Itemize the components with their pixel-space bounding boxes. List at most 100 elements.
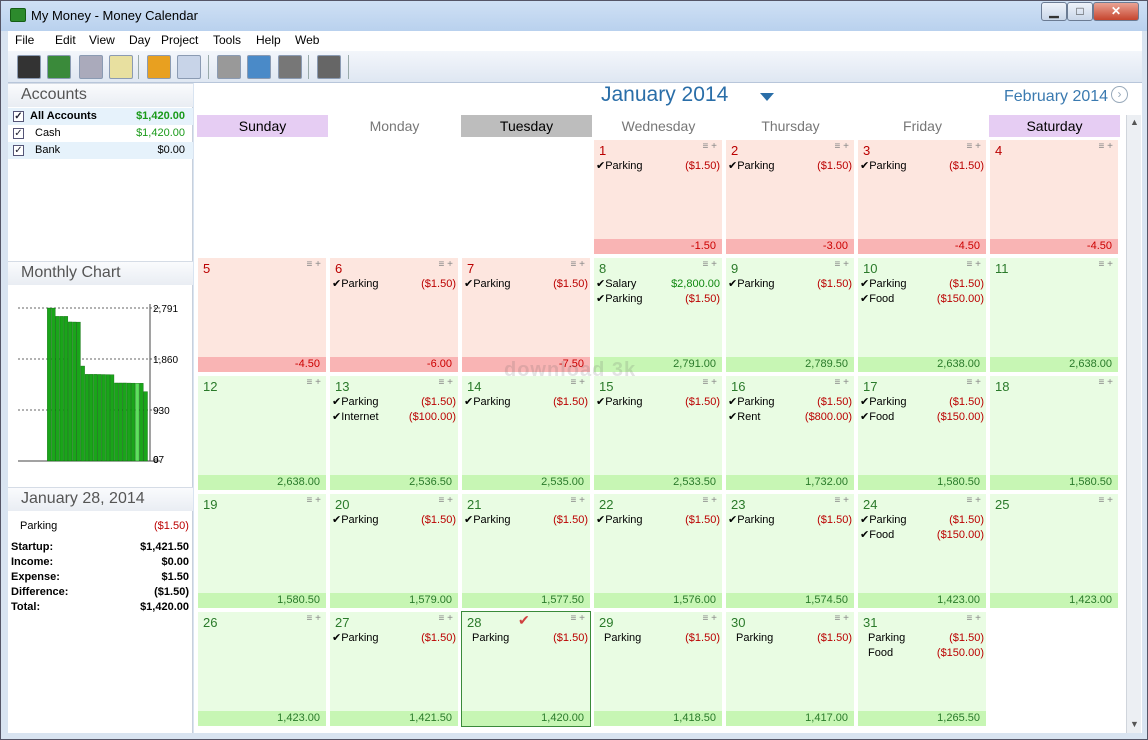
day-cell[interactable]: 27 ≡ + ✔Parking ($1.50) 1,421.50 [329, 611, 459, 727]
entry-row[interactable]: ✔Salary $2,800.00 [596, 277, 722, 292]
entry-row[interactable]: Parking ($1.50) [464, 631, 590, 646]
account-checkbox[interactable]: ✓ [13, 145, 24, 156]
day-cell[interactable]: 1 ≡ + ✔Parking ($1.50) -1.50 [593, 139, 723, 255]
entry-row[interactable]: ✔Parking ($1.50) [596, 395, 722, 410]
day-cell[interactable]: 2 ≡ + ✔Parking ($1.50) -3.00 [725, 139, 855, 255]
account-row[interactable]: ✓ Cash $1,420.00 [8, 125, 193, 142]
day-cell[interactable]: 20 ≡ + ✔Parking ($1.50) 1,579.00 [329, 493, 459, 609]
save-icon[interactable] [17, 55, 41, 79]
entry-row[interactable]: ✔Parking ($1.50) [596, 292, 722, 307]
cell-menu-icon[interactable]: ≡ + [702, 259, 717, 270]
next-month-icon[interactable]: › [1111, 86, 1128, 103]
calculator-icon[interactable] [278, 55, 302, 79]
cell-menu-icon[interactable]: ≡ + [966, 377, 981, 388]
cell-menu-icon[interactable]: ≡ + [966, 613, 981, 624]
cell-menu-icon[interactable]: ≡ + [570, 613, 585, 624]
entry-row[interactable]: Parking ($1.50) [728, 631, 854, 646]
menu-file[interactable]: File [15, 33, 35, 47]
cell-menu-icon[interactable]: ≡ + [834, 495, 849, 506]
entry-row[interactable]: Parking ($1.50) [860, 631, 986, 646]
cell-menu-icon[interactable]: ≡ + [570, 259, 585, 270]
day-cell[interactable]: 11 ≡ + 2,638.00 [989, 257, 1119, 373]
cell-menu-icon[interactable]: ≡ + [1098, 141, 1113, 152]
card-icon[interactable] [177, 55, 201, 79]
entry-row[interactable]: ✔Food ($150.00) [860, 292, 986, 307]
menu-web[interactable]: Web [295, 33, 320, 47]
new-entry-icon[interactable] [47, 55, 71, 79]
day-cell[interactable]: 6 ≡ + ✔Parking ($1.50) -6.00 [329, 257, 459, 373]
cell-menu-icon[interactable]: ≡ + [306, 377, 321, 388]
day-cell[interactable]: 15 ≡ + ✔Parking ($1.50) 2,533.50 [593, 375, 723, 491]
pie-chart-icon[interactable] [147, 55, 171, 79]
preview-icon[interactable] [79, 55, 103, 79]
cell-menu-icon[interactable]: ≡ + [1098, 377, 1113, 388]
entry-row[interactable]: ✔Food ($150.00) [860, 410, 986, 425]
entry-row[interactable]: ✔Parking ($1.50) [464, 395, 590, 410]
scroll-down-icon[interactable]: ▼ [1130, 719, 1139, 729]
cell-menu-icon[interactable]: ≡ + [834, 613, 849, 624]
day-cell[interactable]: 26 ≡ + 1,423.00 [197, 611, 327, 727]
cell-menu-icon[interactable]: ≡ + [702, 495, 717, 506]
cell-menu-icon[interactable]: ≡ + [438, 495, 453, 506]
scroll-up-icon[interactable]: ▲ [1130, 117, 1139, 127]
day-cell[interactable]: 12 ≡ + 2,638.00 [197, 375, 327, 491]
day-cell[interactable]: 31 ≡ + Parking ($1.50) Food ($150.00) 1,265.50 [857, 611, 987, 727]
cell-menu-icon[interactable]: ≡ + [834, 141, 849, 152]
cell-menu-icon[interactable]: ≡ + [438, 377, 453, 388]
entry-row[interactable]: ✔Parking ($1.50) [596, 513, 722, 528]
vertical-scrollbar[interactable]: ▲ ▼ [1126, 115, 1141, 733]
day-cell[interactable]: 24 ≡ + ✔Parking ($1.50) ✔Food ($150.00) 1,423.… [857, 493, 987, 609]
entry-row[interactable]: ✔Rent ($800.00) [728, 410, 854, 425]
day-cell[interactable]: 30 ≡ + Parking ($1.50) 1,417.00 [725, 611, 855, 727]
entry-row[interactable]: ✔Parking ($1.50) [860, 159, 986, 174]
menu-day[interactable]: Day [129, 33, 151, 47]
menu-project[interactable]: Project [161, 33, 199, 47]
cell-menu-icon[interactable]: ≡ + [966, 259, 981, 270]
cell-menu-icon[interactable]: ≡ + [306, 495, 321, 506]
entry-row[interactable]: ✔Parking ($1.50) [332, 631, 458, 646]
entry-row[interactable]: ✔Parking ($1.50) [464, 277, 590, 292]
account-row[interactable]: ✓ All Accounts $1,420.00 [8, 108, 193, 125]
cell-menu-icon[interactable]: ≡ + [702, 613, 717, 624]
cell-menu-icon[interactable]: ≡ + [966, 141, 981, 152]
account-row[interactable]: ✓ Bank $0.00 [8, 142, 193, 159]
day-cell[interactable]: 4 ≡ + -4.50 [989, 139, 1119, 255]
menu-help[interactable]: Help [256, 33, 281, 47]
checklist-icon[interactable] [247, 55, 271, 79]
cell-menu-icon[interactable]: ≡ + [438, 259, 453, 270]
day-cell[interactable]: 28 ≡ + ✔ Parking ($1.50) 1,420.00 [461, 611, 591, 727]
cell-menu-icon[interactable]: ≡ + [1098, 495, 1113, 506]
entry-row[interactable]: ✔Parking ($1.50) [596, 159, 722, 174]
cell-menu-icon[interactable]: ≡ + [1098, 259, 1113, 270]
entry-row[interactable]: ✔Parking ($1.50) [464, 513, 590, 528]
cell-menu-icon[interactable]: ≡ + [702, 141, 717, 152]
day-cell[interactable]: 7 ≡ + ✔Parking ($1.50) -7.50 [461, 257, 591, 373]
menu-tools[interactable]: Tools [213, 33, 242, 47]
cell-menu-icon[interactable]: ≡ + [834, 259, 849, 270]
entry-row[interactable]: ✔Internet ($100.00) [332, 410, 458, 425]
entry-row[interactable]: ✔Parking ($1.50) [332, 395, 458, 410]
search-icon[interactable] [217, 55, 241, 79]
cell-menu-icon[interactable]: ≡ + [438, 613, 453, 624]
day-cell[interactable]: 13 ≡ + ✔Parking ($1.50) ✔Internet ($100.00) 2,… [329, 375, 459, 491]
print-icon[interactable] [317, 55, 341, 79]
cell-menu-icon[interactable]: ≡ + [966, 495, 981, 506]
entry-row[interactable]: ✔Parking ($1.50) [728, 395, 854, 410]
day-cell[interactable]: 25 ≡ + 1,423.00 [989, 493, 1119, 609]
day-cell[interactable]: 22 ≡ + ✔Parking ($1.50) 1,576.00 [593, 493, 723, 609]
entry-row[interactable]: ✔Parking ($1.50) [728, 513, 854, 528]
entry-row[interactable]: ✔Parking ($1.50) [860, 395, 986, 410]
entry-row[interactable]: Food ($150.00) [860, 646, 986, 661]
entry-row[interactable]: ✔Parking ($1.50) [860, 277, 986, 292]
cell-menu-icon[interactable]: ≡ + [570, 495, 585, 506]
day-cell[interactable]: 10 ≡ + ✔Parking ($1.50) ✔Food ($150.00) 2,638.… [857, 257, 987, 373]
day-cell[interactable]: 5 ≡ + -4.50 [197, 257, 327, 373]
day-cell[interactable]: 3 ≡ + ✔Parking ($1.50) -4.50 [857, 139, 987, 255]
entry-row[interactable]: ✔Parking ($1.50) [860, 513, 986, 528]
entry-row[interactable]: ✔Parking ($1.50) [728, 277, 854, 292]
entry-row[interactable]: ✔Parking ($1.50) [728, 159, 854, 174]
cell-menu-icon[interactable]: ≡ + [306, 613, 321, 624]
day-cell[interactable]: 14 ≡ + ✔Parking ($1.50) 2,535.00 [461, 375, 591, 491]
entry-row[interactable]: ✔Food ($150.00) [860, 528, 986, 543]
day-cell[interactable]: 17 ≡ + ✔Parking ($1.50) ✔Food ($150.00) 1,580.… [857, 375, 987, 491]
